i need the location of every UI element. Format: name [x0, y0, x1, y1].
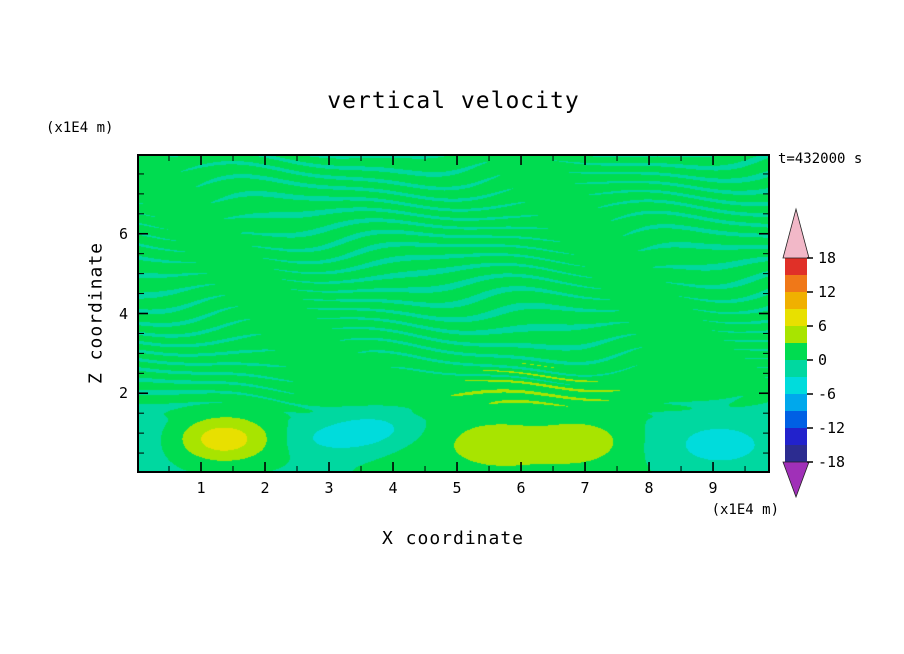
x-tick-label: 1 [196, 479, 206, 497]
svg-text:18: 18 [818, 249, 836, 267]
plot-frame-and-ticks [137, 154, 770, 473]
x-tick-label: 6 [516, 479, 526, 497]
page-title: vertical velocity [327, 88, 580, 114]
svg-text:0: 0 [818, 351, 827, 369]
x-tick-label: 3 [324, 479, 334, 497]
z-tick-label: 2 [118, 384, 128, 403]
svg-text:-6: -6 [818, 385, 836, 403]
z-axis-units-label: (x1E4 m) [46, 120, 114, 136]
z-axis-title: Z coordinate [85, 241, 107, 385]
time-label: t=432000 s [778, 151, 863, 167]
x-tick-label: 2 [260, 479, 270, 497]
z-tick-label: 4 [118, 304, 128, 323]
x-tick-label: 8 [644, 479, 654, 497]
x-tick-label: 4 [388, 479, 398, 497]
svg-text:12: 12 [818, 283, 836, 301]
contour-plot-area [137, 154, 770, 473]
x-axis-units-label: (x1E4 m) [711, 502, 779, 518]
x-tick-label: 9 [708, 479, 718, 497]
x-tick-label: 5 [452, 479, 462, 497]
svg-text:-18: -18 [818, 453, 845, 471]
z-tick-label: 6 [118, 224, 128, 243]
colorbar: 18 12 6 0 -6 -12 -18 [782, 207, 845, 499]
svg-text:6: 6 [818, 317, 827, 335]
svg-text:-12: -12 [818, 419, 845, 437]
x-tick-label: 7 [580, 479, 590, 497]
x-axis-title: X coordinate [381, 528, 525, 549]
contour-field-canvas [137, 154, 770, 473]
